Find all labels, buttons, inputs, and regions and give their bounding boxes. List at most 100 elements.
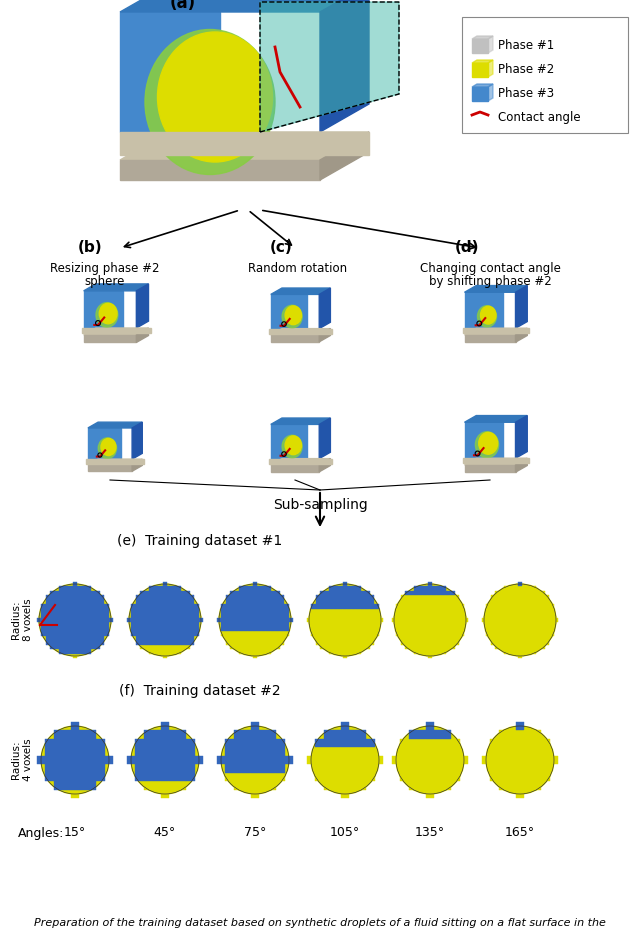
Bar	[401, 623, 405, 626]
Bar	[64, 609, 68, 613]
Bar	[79, 748, 88, 755]
Bar	[95, 631, 100, 636]
Bar	[533, 773, 541, 781]
Bar	[361, 627, 365, 631]
Bar	[533, 756, 541, 764]
Bar	[55, 627, 59, 631]
Bar	[527, 641, 531, 644]
Bar	[276, 765, 285, 772]
Bar	[334, 595, 338, 600]
Bar	[145, 645, 149, 649]
Bar	[235, 595, 239, 600]
Bar	[230, 595, 235, 600]
Bar	[276, 756, 285, 764]
Circle shape	[309, 584, 381, 656]
Bar	[145, 609, 149, 613]
Bar	[455, 600, 459, 605]
Bar	[486, 627, 491, 631]
Bar	[513, 586, 518, 590]
Bar	[536, 645, 540, 649]
Bar	[154, 649, 158, 654]
Bar	[365, 595, 370, 600]
Bar	[243, 765, 250, 772]
Bar	[100, 641, 104, 644]
Bar	[235, 605, 239, 608]
Bar	[244, 618, 248, 623]
Bar	[316, 756, 324, 764]
Bar	[140, 605, 145, 608]
Bar	[536, 623, 540, 626]
Bar	[396, 631, 401, 636]
Bar	[405, 595, 410, 600]
Bar	[460, 627, 463, 631]
Bar	[536, 609, 540, 613]
Bar	[275, 595, 280, 600]
Bar	[136, 595, 140, 600]
Bar	[145, 618, 149, 623]
Bar	[361, 641, 365, 644]
Bar	[401, 595, 405, 600]
Bar	[316, 773, 324, 781]
Bar	[95, 595, 100, 600]
Bar	[325, 595, 329, 600]
Bar	[491, 613, 495, 618]
Bar	[451, 627, 454, 631]
Bar	[414, 600, 419, 605]
Bar	[230, 605, 235, 608]
Bar	[352, 586, 356, 590]
Bar	[71, 731, 79, 738]
Bar	[280, 605, 284, 608]
Bar	[405, 600, 410, 605]
Polygon shape	[84, 335, 136, 343]
Bar	[271, 600, 275, 605]
Bar	[46, 641, 50, 644]
Ellipse shape	[476, 432, 499, 457]
Bar	[442, 586, 445, 590]
Bar	[419, 595, 423, 600]
Polygon shape	[465, 465, 515, 473]
Polygon shape	[82, 328, 150, 333]
Bar	[71, 765, 79, 772]
Text: Preparation of the training dataset based on synthetic droplets of a fluid sitti: Preparation of the training dataset base…	[34, 918, 606, 928]
Bar	[410, 645, 414, 649]
Bar	[239, 645, 244, 649]
Polygon shape	[465, 458, 527, 465]
Bar	[500, 631, 504, 636]
Bar	[163, 654, 167, 659]
Bar	[199, 618, 203, 623]
Bar	[186, 595, 189, 600]
Bar	[491, 609, 495, 613]
Bar	[190, 623, 194, 626]
Bar	[367, 748, 374, 755]
Bar	[316, 627, 320, 631]
Bar	[401, 605, 405, 608]
Bar	[248, 609, 253, 613]
Bar	[177, 631, 180, 636]
Bar	[531, 595, 536, 600]
Ellipse shape	[99, 304, 117, 324]
Bar	[414, 636, 419, 641]
Bar	[509, 627, 513, 631]
Bar	[428, 600, 432, 605]
Bar	[361, 591, 365, 595]
Bar	[234, 781, 242, 790]
Bar	[181, 641, 185, 644]
Bar	[104, 631, 109, 636]
Bar	[239, 613, 244, 618]
Bar	[339, 649, 342, 654]
Bar	[321, 609, 324, 613]
Bar	[419, 645, 423, 649]
Bar	[339, 641, 342, 644]
Bar	[181, 631, 185, 636]
Bar	[374, 613, 379, 618]
Bar	[367, 773, 374, 781]
Bar	[152, 739, 161, 747]
Bar	[168, 595, 172, 600]
Bar	[186, 756, 195, 764]
Bar	[419, 609, 423, 613]
Bar	[446, 645, 450, 649]
Bar	[370, 627, 374, 631]
Bar	[334, 645, 338, 649]
Bar	[271, 613, 275, 618]
Bar	[177, 641, 180, 644]
